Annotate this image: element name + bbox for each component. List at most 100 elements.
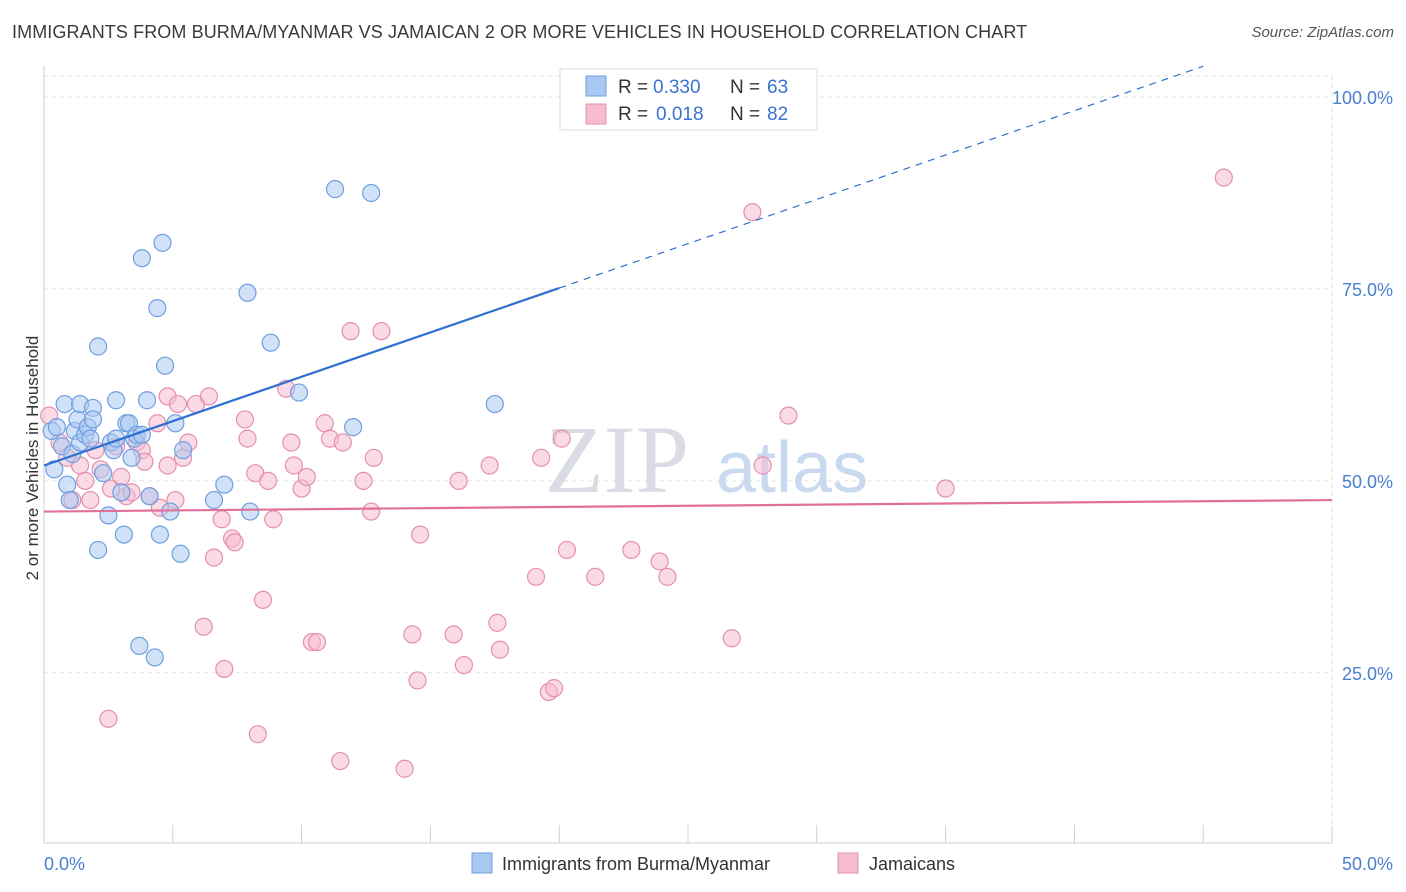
data-points xyxy=(40,168,1233,778)
point-burma xyxy=(153,233,172,252)
point-burma xyxy=(155,356,175,375)
point-jamaican xyxy=(722,629,741,648)
point-burma xyxy=(94,464,113,483)
point-jamaican xyxy=(204,548,224,567)
point-jamaican xyxy=(1214,168,1233,187)
point-burma xyxy=(289,383,309,402)
watermark-zip: ZIP xyxy=(545,406,689,513)
point-jamaican xyxy=(354,471,373,490)
point-jamaican xyxy=(307,632,327,652)
point-jamaican xyxy=(480,456,499,475)
point-jamaican xyxy=(282,433,301,452)
point-burma xyxy=(114,525,133,544)
point-burma xyxy=(58,475,77,494)
point-jamaican xyxy=(81,490,100,510)
point-burma xyxy=(145,648,164,667)
legend-r-label-burma: R = xyxy=(618,77,648,98)
point-burma xyxy=(344,418,363,437)
axes xyxy=(43,66,1333,844)
point-jamaican xyxy=(76,471,95,490)
point-jamaican xyxy=(586,567,605,586)
point-jamaican xyxy=(333,433,352,452)
point-jamaican xyxy=(743,203,762,222)
point-burma xyxy=(137,391,157,410)
x-tick-label: 0.0% xyxy=(44,854,85,874)
point-jamaican xyxy=(297,467,316,487)
point-jamaican xyxy=(212,510,231,529)
x-tick-label: 50.0% xyxy=(1342,854,1393,874)
legend: R = 0.330 N = 63 R = 0.018 N = 82 xyxy=(559,68,818,131)
legend-swatch-jamaicans xyxy=(585,103,607,125)
point-burma xyxy=(150,525,170,544)
y-axis-label: 2 or more Vehicles in Household xyxy=(23,336,42,581)
point-jamaican xyxy=(410,525,430,544)
y-tick-label: 75.0% xyxy=(1342,280,1393,300)
point-burma xyxy=(215,475,234,494)
point-burma xyxy=(81,429,100,448)
point-jamaican xyxy=(331,751,350,771)
y-tick-label: 50.0% xyxy=(1342,472,1393,492)
point-jamaican xyxy=(158,456,177,475)
y-tick-labels: 25.0% 50.0% 75.0% 100.0% xyxy=(1332,88,1393,684)
source-label: Source: ZipAtlas.com xyxy=(1251,24,1394,41)
point-jamaican xyxy=(364,448,383,467)
legend-r-value-burma: 0.330 xyxy=(653,77,701,98)
watermark: ZIP atlas xyxy=(545,406,868,513)
point-burma xyxy=(55,394,74,414)
point-jamaican xyxy=(341,322,360,341)
point-jamaican xyxy=(284,456,303,475)
trend-line-burma-dashed xyxy=(559,65,1204,289)
bottom-legend-label-burma: Immigrants from Burma/Myanmar xyxy=(502,854,770,874)
point-jamaican xyxy=(658,567,677,586)
point-burma xyxy=(240,502,260,521)
point-jamaican xyxy=(168,394,188,414)
point-jamaican xyxy=(526,567,546,586)
trend-line-jamaicans xyxy=(43,498,1333,513)
x-tick-labels: 0.0% 50.0% xyxy=(44,854,1393,874)
point-jamaican xyxy=(235,410,255,429)
point-jamaican xyxy=(264,510,283,529)
point-jamaican xyxy=(315,414,334,433)
point-burma xyxy=(112,483,131,502)
point-jamaican xyxy=(194,617,213,636)
bottom-legend-swatch-burma xyxy=(471,852,493,874)
legend-r-label-jamaicans: R = xyxy=(618,104,648,125)
point-jamaican xyxy=(372,322,391,341)
trend-lines xyxy=(43,65,1333,513)
point-burma xyxy=(130,636,149,656)
point-burma xyxy=(47,418,66,437)
trend-line-burma-solid xyxy=(43,287,560,467)
point-jamaican xyxy=(753,456,772,475)
point-burma xyxy=(99,506,118,525)
point-burma xyxy=(325,180,345,199)
point-jamaican xyxy=(408,671,427,690)
legend-r-value-jamaicans: 0.018 xyxy=(656,104,704,125)
legend-n-value-jamaicans: 82 xyxy=(767,104,788,125)
point-jamaican xyxy=(112,467,131,487)
point-jamaican xyxy=(544,679,564,698)
point-jamaican xyxy=(779,406,798,425)
point-jamaican xyxy=(488,613,507,632)
point-burma xyxy=(122,448,141,467)
point-burma xyxy=(140,487,159,506)
point-jamaican xyxy=(215,659,234,679)
point-jamaican xyxy=(557,540,577,560)
point-jamaican xyxy=(622,540,641,560)
point-burma xyxy=(362,183,381,203)
legend-n-label-jamaicans: N = xyxy=(730,104,760,125)
point-jamaican xyxy=(936,479,955,498)
point-burma xyxy=(88,540,108,560)
bottom-legend-label-jamaicans: Jamaicans xyxy=(869,854,955,874)
point-jamaican xyxy=(552,429,571,448)
point-jamaican xyxy=(454,655,473,675)
point-burma xyxy=(174,441,193,460)
point-burma xyxy=(238,283,257,302)
point-jamaican xyxy=(444,625,463,644)
point-burma xyxy=(171,544,190,563)
bottom-legend: Immigrants from Burma/Myanmar Jamaicans xyxy=(471,852,955,874)
point-jamaican xyxy=(238,429,257,448)
point-jamaican xyxy=(248,725,267,744)
point-jamaican xyxy=(259,471,278,490)
point-jamaican xyxy=(253,590,273,609)
